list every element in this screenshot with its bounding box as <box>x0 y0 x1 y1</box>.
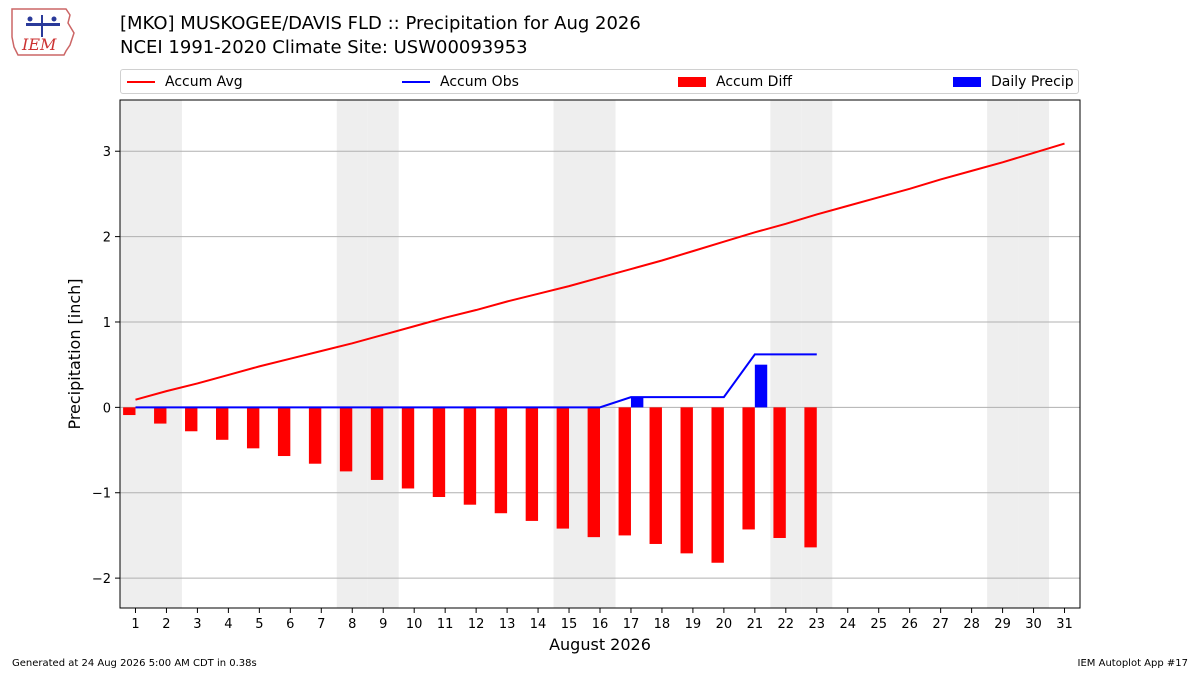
legend-label-daily-precip: Daily Precip <box>991 74 1074 90</box>
x-tick-label: 28 <box>963 617 980 632</box>
x-tick-label: 8 <box>348 617 356 632</box>
accum-diff-bar <box>804 407 817 548</box>
x-tick-label: 7 <box>317 617 325 632</box>
weekend-band <box>120 100 151 608</box>
x-tick-label: 17 <box>623 617 640 632</box>
weekend-band <box>367 100 399 608</box>
legend-item-accum-obs: Accum Obs <box>402 73 519 91</box>
accum-diff-bar <box>649 407 662 544</box>
accum-diff-bar <box>525 407 539 521</box>
weekend-band <box>150 100 182 608</box>
accum-diff-bar <box>680 407 693 554</box>
x-tick-label: 15 <box>561 617 578 632</box>
accum-diff-bar <box>494 407 508 514</box>
x-tick-label: 6 <box>286 617 294 632</box>
legend-label-accum-avg: Accum Avg <box>165 74 243 90</box>
legend-item-daily-precip: Daily Precip <box>953 73 1074 91</box>
weekend-band <box>336 100 368 608</box>
y-tick-label: 2 <box>103 231 111 246</box>
x-tick-label: 30 <box>1025 617 1042 632</box>
x-tick-label: 3 <box>193 617 201 632</box>
x-tick-label: 27 <box>932 617 949 632</box>
accum-obs-line <box>135 353 817 409</box>
accum-diff-bar <box>154 407 167 424</box>
accum-diff-bar <box>123 407 136 416</box>
x-tick-label: 12 <box>468 617 485 632</box>
legend-swatch-accum-diff <box>678 77 706 87</box>
legend-label-accum-obs: Accum Obs <box>440 74 519 90</box>
footer-app-text: IEM Autoplot App #17 <box>1077 658 1188 669</box>
weekend-band <box>1018 100 1050 608</box>
x-tick-label: 14 <box>530 617 547 632</box>
accum-diff-bar <box>339 407 353 472</box>
accum-diff-bar <box>556 407 570 529</box>
accum-diff-bar <box>618 407 631 536</box>
footer-generated-text: Generated at 24 Aug 2026 5:00 AM CDT in … <box>12 658 257 669</box>
x-tick-label: 26 <box>901 617 918 632</box>
chart-title: [MKO] MUSKOGEE/DAVIS FLD :: Precipitatio… <box>120 13 641 34</box>
accum-diff-bar <box>185 407 198 432</box>
accum-diff-bar <box>463 407 477 505</box>
accum-avg-line <box>135 142 1065 401</box>
accum-diff-bar <box>711 407 724 563</box>
chart-legend: Accum Avg Accum Obs Accum Diff Daily Pre… <box>120 69 1079 94</box>
x-tick-label: 13 <box>499 617 516 632</box>
x-tick-label: 1 <box>131 617 139 632</box>
accum-diff-bar <box>216 407 229 440</box>
x-tick-label: 4 <box>224 617 232 632</box>
legend-swatch-accum-avg <box>127 81 155 83</box>
accum-diff-bar <box>773 407 786 538</box>
x-tick-label: 16 <box>592 617 609 632</box>
plot-frame <box>119 99 1081 609</box>
legend-swatch-daily-precip <box>953 77 981 87</box>
x-tick-label: 22 <box>778 617 795 632</box>
weekend-band <box>987 100 1019 608</box>
weekend-band <box>553 100 585 608</box>
x-tick-label: 24 <box>839 617 856 632</box>
daily-precip-bar <box>754 364 768 408</box>
accum-diff-bar <box>401 407 415 489</box>
x-tick-label: 11 <box>437 617 454 632</box>
x-tick-label: 18 <box>654 617 671 632</box>
x-tick-label: 25 <box>870 617 887 632</box>
y-tick-label: 1 <box>103 316 111 331</box>
accum-diff-bar <box>742 407 755 530</box>
accum-diff-bar <box>277 407 291 457</box>
y-tick-label: −2 <box>92 572 111 587</box>
legend-item-accum-avg: Accum Avg <box>127 73 243 91</box>
x-tick-label: 19 <box>685 617 702 632</box>
legend-item-accum-diff: Accum Diff <box>678 73 792 91</box>
x-tick-label: 20 <box>716 617 733 632</box>
y-axis-label: Precipitation [inch] <box>65 278 84 429</box>
y-tick-label: 3 <box>103 145 111 160</box>
logo-text: IEM <box>21 35 57 54</box>
legend-label-accum-diff: Accum Diff <box>716 74 793 90</box>
iem-logo: IEM <box>11 8 75 56</box>
accum-diff-bar <box>246 407 260 449</box>
x-tick-label: 23 <box>809 617 826 632</box>
accum-diff-bar <box>308 407 322 464</box>
iowa-outline-icon <box>11 8 75 56</box>
accum-diff-bar <box>370 407 384 480</box>
x-tick-label: 10 <box>406 617 423 632</box>
x-axis-label: August 2026 <box>549 635 651 654</box>
chart-subtitle: NCEI 1991-2020 Climate Site: USW00093953 <box>120 37 528 58</box>
x-tick-label: 29 <box>994 617 1011 632</box>
x-tick-label: 9 <box>379 617 387 632</box>
daily-precip-bar <box>630 397 644 408</box>
x-tick-label: 31 <box>1056 617 1073 632</box>
y-tick-label: 0 <box>103 401 111 416</box>
x-tick-label: 2 <box>162 617 170 632</box>
legend-swatch-accum-obs <box>402 81 430 83</box>
accum-diff-bar <box>432 407 446 498</box>
accum-diff-bar <box>587 407 600 538</box>
y-tick-label: −1 <box>92 487 111 502</box>
x-tick-label: 21 <box>747 617 764 632</box>
x-tick-label: 5 <box>255 617 263 632</box>
